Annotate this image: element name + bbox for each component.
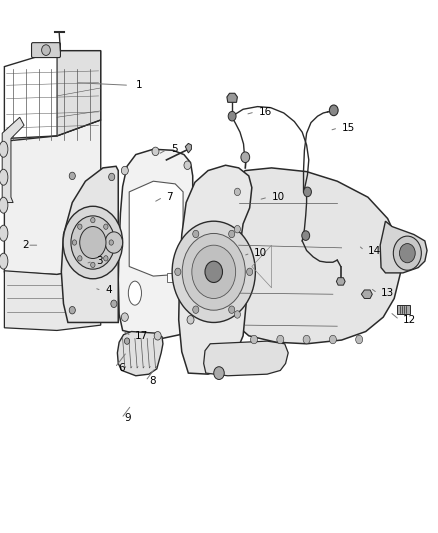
Circle shape <box>105 232 123 253</box>
Circle shape <box>304 187 311 197</box>
Circle shape <box>121 166 128 175</box>
Polygon shape <box>129 181 183 276</box>
Circle shape <box>229 306 235 313</box>
Text: 6: 6 <box>118 363 125 373</box>
Polygon shape <box>227 93 237 102</box>
Circle shape <box>187 316 194 324</box>
Circle shape <box>69 306 75 314</box>
Ellipse shape <box>0 141 8 157</box>
Circle shape <box>356 335 363 344</box>
Text: 13: 13 <box>381 288 394 298</box>
Text: 10: 10 <box>254 248 267 258</box>
Polygon shape <box>118 149 193 338</box>
Text: 2: 2 <box>22 240 28 250</box>
FancyBboxPatch shape <box>167 273 176 282</box>
Text: 17: 17 <box>135 331 148 341</box>
Circle shape <box>393 236 421 270</box>
Text: 10: 10 <box>272 192 285 202</box>
Circle shape <box>91 262 95 268</box>
Circle shape <box>91 217 95 223</box>
Polygon shape <box>57 51 101 136</box>
Circle shape <box>104 224 108 229</box>
Text: 15: 15 <box>342 123 355 133</box>
Text: 16: 16 <box>258 107 272 117</box>
Polygon shape <box>61 166 118 322</box>
Circle shape <box>192 245 236 298</box>
Polygon shape <box>4 266 101 330</box>
Circle shape <box>247 268 253 276</box>
Polygon shape <box>185 143 191 153</box>
FancyBboxPatch shape <box>32 43 60 58</box>
Circle shape <box>228 111 236 121</box>
Circle shape <box>111 300 117 308</box>
FancyBboxPatch shape <box>397 305 410 314</box>
Circle shape <box>251 335 258 344</box>
Polygon shape <box>2 117 24 203</box>
Circle shape <box>234 188 240 196</box>
Circle shape <box>329 105 338 116</box>
Circle shape <box>42 45 50 55</box>
Polygon shape <box>233 168 401 344</box>
Circle shape <box>80 227 106 259</box>
Text: 7: 7 <box>166 192 173 202</box>
Circle shape <box>109 240 113 245</box>
Ellipse shape <box>128 281 141 305</box>
Text: 12: 12 <box>403 315 416 325</box>
Circle shape <box>121 313 128 321</box>
Polygon shape <box>117 332 163 376</box>
Ellipse shape <box>0 197 8 213</box>
Circle shape <box>184 161 191 169</box>
Circle shape <box>71 216 115 269</box>
Text: 5: 5 <box>171 144 177 154</box>
Ellipse shape <box>0 253 8 269</box>
Circle shape <box>205 261 223 282</box>
Text: 9: 9 <box>125 414 131 423</box>
Circle shape <box>399 244 415 263</box>
Circle shape <box>154 332 161 340</box>
Circle shape <box>78 224 82 229</box>
Ellipse shape <box>0 225 8 241</box>
Circle shape <box>214 367 224 379</box>
Circle shape <box>124 338 130 344</box>
Circle shape <box>78 256 82 261</box>
Polygon shape <box>204 341 288 376</box>
Text: 3: 3 <box>96 256 103 266</box>
Circle shape <box>193 230 199 238</box>
Circle shape <box>175 268 181 276</box>
Circle shape <box>302 231 310 240</box>
Circle shape <box>104 256 108 261</box>
Text: 14: 14 <box>368 246 381 255</box>
Text: 8: 8 <box>149 376 155 386</box>
Ellipse shape <box>0 169 8 185</box>
Polygon shape <box>4 120 101 274</box>
Circle shape <box>241 152 250 163</box>
Circle shape <box>234 268 240 276</box>
Circle shape <box>303 335 310 344</box>
Circle shape <box>172 221 255 322</box>
Text: 4: 4 <box>105 286 112 295</box>
Circle shape <box>234 225 240 233</box>
Circle shape <box>182 233 245 310</box>
Circle shape <box>329 335 336 344</box>
Polygon shape <box>380 221 427 273</box>
Circle shape <box>234 311 240 318</box>
Circle shape <box>69 172 75 180</box>
Polygon shape <box>179 165 252 374</box>
Circle shape <box>277 335 284 344</box>
Circle shape <box>72 240 77 245</box>
Polygon shape <box>336 278 345 285</box>
Circle shape <box>152 147 159 156</box>
Circle shape <box>63 206 123 279</box>
Text: 1: 1 <box>136 80 142 90</box>
Circle shape <box>109 173 115 181</box>
Circle shape <box>229 230 235 238</box>
Polygon shape <box>361 290 372 298</box>
Circle shape <box>193 306 199 313</box>
